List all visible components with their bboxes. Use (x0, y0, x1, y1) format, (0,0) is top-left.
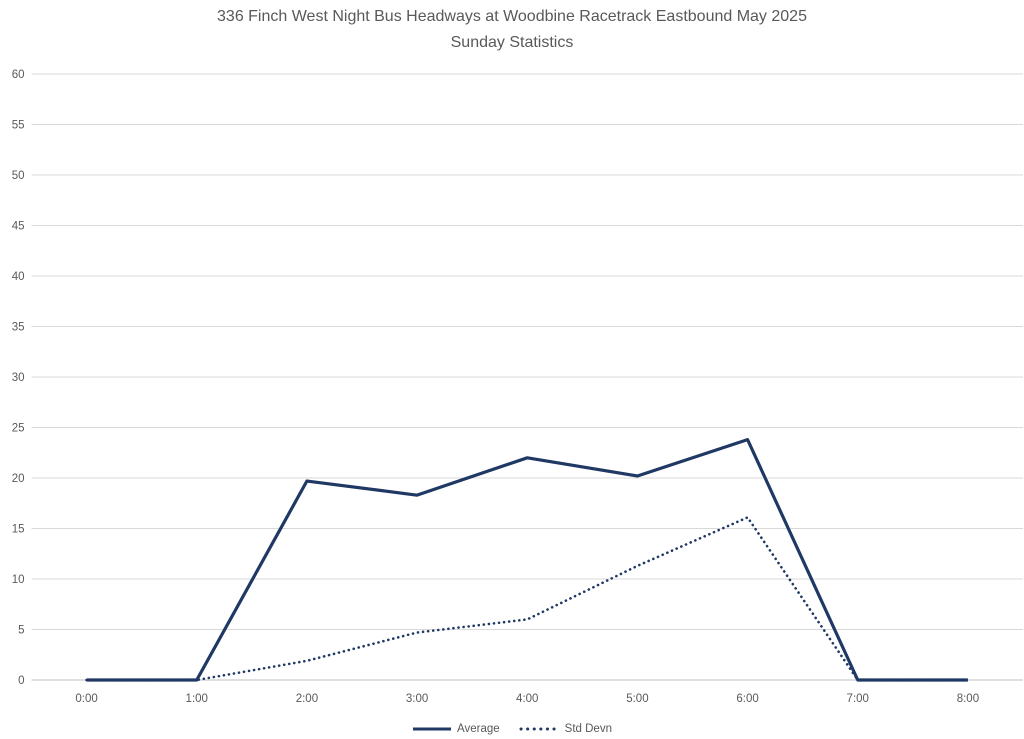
legend-label-average: Average (457, 723, 500, 735)
y-axis-tick-label: 60 (12, 69, 25, 81)
x-axis-tick-label: 4:00 (516, 693, 538, 705)
chart-title-block: 336 Finch West Night Bus Headways at Woo… (0, 4, 1024, 56)
x-axis-tick-label: 2:00 (296, 693, 318, 705)
chart-legend: Average Std Devn (0, 723, 1024, 735)
x-axis-tick-label: 8:00 (957, 693, 979, 705)
y-axis-tick-label: 15 (12, 524, 25, 536)
y-axis-tick-label: 10 (12, 574, 25, 586)
average-line-swatch-icon (413, 727, 452, 731)
y-axis-tick-label: 25 (12, 423, 25, 435)
series-line-std-devn (85, 516, 970, 682)
chart-title: 336 Finch West Night Bus Headways at Woo… (217, 8, 807, 25)
legend-label-std-devn: Std Devn (564, 723, 612, 735)
y-axis-tick-label: 20 (12, 473, 25, 485)
legend-item-average: Average (412, 723, 500, 735)
y-axis-tick-label: 50 (12, 170, 25, 182)
x-axis-tick-label: 3:00 (406, 693, 428, 705)
x-axis-tick-label: 6:00 (736, 693, 758, 705)
chart-subtitle: Sunday Statistics (450, 34, 574, 51)
std-devn-dotted-swatch-icon (519, 727, 560, 731)
y-axis-tick-label: 55 (12, 120, 25, 132)
y-axis-tick-label: 40 (12, 271, 25, 283)
y-axis-tick-label: 35 (12, 322, 25, 334)
x-axis-tick-label: 5:00 (626, 693, 648, 705)
series-line-average (86, 438, 968, 682)
y-axis-tick-label: 0 (18, 675, 24, 687)
y-axis-tick-label: 5 (18, 625, 24, 637)
x-axis-tick-label: 0:00 (75, 693, 97, 705)
y-axis-tick-label: 30 (12, 372, 25, 384)
x-axis-tick-label: 7:00 (847, 693, 869, 705)
legend-item-std-devn: Std Devn (518, 723, 612, 735)
y-axis-tick-label: 45 (12, 221, 25, 233)
x-axis-tick-label: 1:00 (186, 693, 208, 705)
